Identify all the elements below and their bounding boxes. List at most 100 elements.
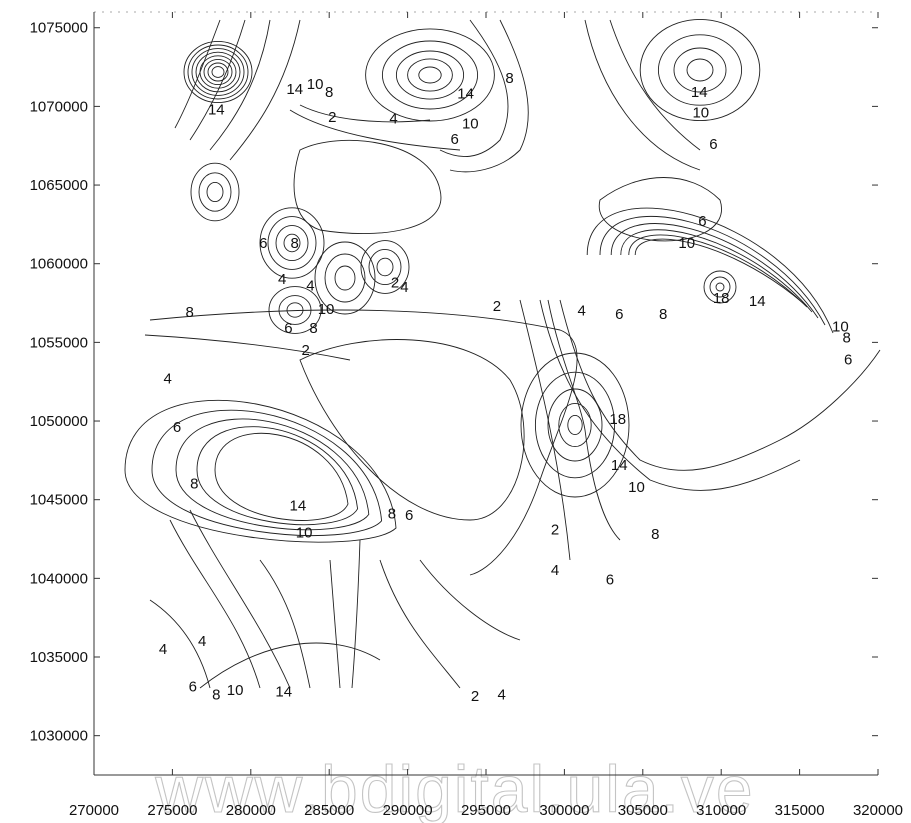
contour-label: 18 (609, 411, 626, 428)
contour-line (365, 28, 495, 122)
contour-label: 14 (275, 683, 292, 700)
contour-label: 14 (289, 498, 306, 515)
x-tick-label: 310000 (696, 802, 746, 819)
contour-label: 8 (212, 686, 220, 703)
contour-line (334, 265, 356, 291)
contour-label: 6 (698, 213, 706, 230)
contour-line (379, 559, 461, 689)
watermark-text: www.bdigital.ula.ve (154, 752, 754, 823)
contour-label: 6 (284, 320, 292, 337)
contour-line (419, 559, 521, 641)
contour-label: 10 (462, 115, 479, 132)
contour-line (539, 299, 801, 491)
contour-line (189, 509, 291, 689)
contour-label: 4 (551, 562, 559, 579)
y-tick-label: 1035000 (30, 649, 88, 666)
contour-label: 8 (659, 306, 667, 323)
x-axis-tick-labels: 270000 275000 280000 285000 290000 295000 3000… (69, 12, 903, 819)
contour-label: 14 (457, 86, 474, 103)
contour-line (206, 181, 224, 203)
contour-lines (124, 18, 881, 689)
contour-label: 10 (227, 682, 244, 699)
contour-line (395, 50, 465, 100)
contour-line (657, 34, 743, 106)
contour-line (534, 371, 616, 479)
contour-label: 2 (302, 342, 310, 359)
contour-line (259, 207, 325, 279)
contour-label: 4 (164, 370, 172, 387)
contour-line (628, 234, 808, 308)
contour-line (715, 282, 725, 292)
contour-label: 6 (189, 679, 197, 696)
contour-line (686, 58, 714, 82)
contour-label: 8 (291, 235, 299, 252)
contour-label: 10 (832, 318, 849, 335)
contour-label: 14 (691, 84, 708, 101)
contour-line (584, 19, 701, 171)
contour-label: 6 (259, 235, 267, 252)
x-tick-label: 275000 (147, 802, 197, 819)
contour-line (211, 66, 225, 78)
contour-line (195, 51, 241, 93)
contour-label: 6 (450, 131, 458, 148)
contour-label: 10 (307, 76, 324, 93)
contour-line (520, 352, 630, 498)
contour-line (124, 399, 397, 543)
contour-line (368, 248, 402, 286)
contour-label: 8 (325, 84, 333, 101)
contour-line (519, 299, 571, 561)
contour-line (598, 177, 722, 242)
contour-line (259, 559, 311, 689)
contour-line (198, 172, 232, 212)
contour-line (567, 414, 583, 436)
contour-label: 14 (611, 457, 628, 474)
contour-line (196, 426, 359, 526)
contour-label: 2 (328, 109, 336, 126)
contour-label: 10 (628, 479, 645, 496)
contour-label: 6 (709, 136, 717, 153)
contour-line (559, 299, 881, 471)
contour-label: 10 (318, 301, 335, 318)
contour-label: 2 (551, 521, 559, 538)
contour-label: 4 (577, 303, 585, 320)
contour-line (229, 19, 301, 161)
contour-line (203, 59, 233, 85)
contour-line (439, 19, 509, 157)
contour-label: 6 (606, 572, 614, 589)
contour-line (703, 270, 737, 304)
contour-label: 8 (505, 70, 513, 87)
contour-line (547, 388, 603, 462)
contour-line (634, 238, 804, 304)
x-tick-label: 290000 (383, 802, 433, 819)
contour-line (610, 223, 819, 319)
y-tick-label: 1045000 (30, 492, 88, 509)
contour-line (149, 599, 211, 689)
contour-line (449, 19, 529, 173)
contour-line (324, 253, 366, 303)
contour-label: 8 (842, 329, 850, 346)
y-tick-label: 1050000 (30, 413, 88, 430)
contour-line (299, 339, 525, 521)
contour-label: 14 (286, 81, 303, 98)
contour-line (144, 334, 351, 361)
contour-line (299, 104, 431, 123)
contour-line (275, 224, 309, 262)
contour-line (199, 642, 381, 689)
contour-line (209, 19, 271, 151)
contour-line (183, 40, 253, 104)
contour-label: 8 (185, 304, 193, 321)
contour-label: 4 (498, 686, 506, 703)
y-tick-label: 1040000 (30, 570, 88, 587)
y-tick-label: 1070000 (30, 98, 88, 115)
contour-label: 8 (190, 476, 198, 493)
x-tick-label: 300000 (539, 802, 589, 819)
contour-label: 10 (296, 524, 313, 541)
contour-line (199, 55, 237, 89)
contour-line (151, 409, 383, 536)
y-tick-label: 1060000 (30, 256, 88, 273)
contour-label: 6 (405, 507, 413, 524)
contour-line (169, 519, 261, 689)
contour-label: 14 (208, 101, 225, 118)
